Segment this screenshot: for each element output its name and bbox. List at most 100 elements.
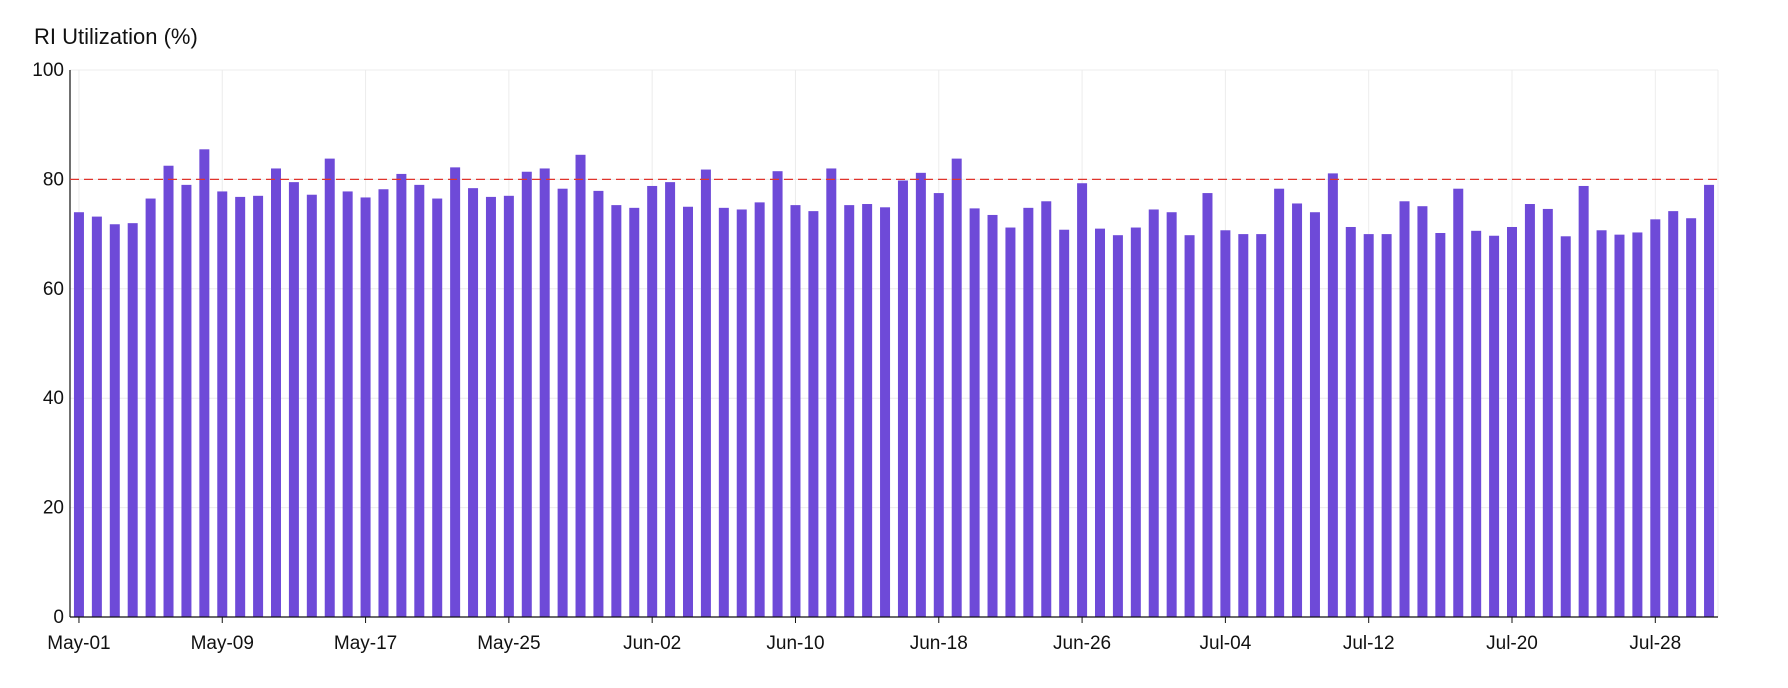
bar xyxy=(450,167,461,617)
y-tick-label: 60 xyxy=(43,279,64,300)
bar xyxy=(1238,234,1249,617)
bar xyxy=(683,206,693,617)
bar xyxy=(1453,188,1464,617)
y-tick-label: 40 xyxy=(43,388,64,409)
bar xyxy=(235,196,246,618)
x-tick-label: Jul-20 xyxy=(1486,633,1538,654)
bar xyxy=(73,212,84,617)
bar xyxy=(1578,185,1589,618)
x-tick-label: Jun-02 xyxy=(623,633,681,654)
bar xyxy=(253,195,264,617)
bar xyxy=(700,169,711,617)
bar xyxy=(1345,226,1356,617)
bar xyxy=(217,191,228,617)
bar xyxy=(1023,207,1034,617)
bar xyxy=(1095,228,1105,617)
bar xyxy=(1381,234,1392,617)
bar xyxy=(1471,230,1482,617)
bar xyxy=(1614,234,1625,617)
bar xyxy=(1686,218,1697,617)
bar xyxy=(378,189,389,617)
bar xyxy=(1560,236,1571,617)
y-tick-label: 80 xyxy=(43,169,64,190)
bar xyxy=(468,188,479,618)
bar xyxy=(647,185,658,618)
x-tick-label: May-17 xyxy=(334,633,397,654)
bar xyxy=(1059,229,1070,617)
bar xyxy=(1256,234,1267,617)
bar xyxy=(145,198,156,618)
chart-title: RI Utilization (%) xyxy=(34,24,198,49)
bar xyxy=(485,196,496,618)
bar xyxy=(611,205,622,617)
bar xyxy=(1507,226,1517,617)
bar xyxy=(1005,227,1016,617)
x-tick-label: Jun-26 xyxy=(1053,633,1111,654)
bar xyxy=(1668,211,1679,617)
bar xyxy=(790,205,801,617)
bar xyxy=(915,172,926,617)
bar xyxy=(933,193,944,617)
bar xyxy=(665,182,676,617)
bar xyxy=(1148,209,1159,618)
bar xyxy=(1704,184,1715,617)
bar xyxy=(288,182,299,617)
bar xyxy=(503,195,514,617)
bar xyxy=(539,168,550,617)
bar xyxy=(521,171,532,617)
bar xyxy=(1327,173,1338,617)
bar xyxy=(432,198,443,618)
x-tick-label: Jul-28 xyxy=(1629,633,1681,654)
bar xyxy=(754,202,765,617)
x-tick-label: Jul-12 xyxy=(1343,633,1395,654)
bar xyxy=(844,205,855,617)
y-tick-label: 20 xyxy=(43,498,64,519)
bar xyxy=(127,223,138,617)
x-tick-label: May-01 xyxy=(47,633,110,654)
bar xyxy=(271,168,281,617)
bar xyxy=(880,207,891,617)
bar xyxy=(181,184,192,617)
bar xyxy=(951,158,962,617)
bar xyxy=(1166,212,1177,617)
x-tick-label: Jul-04 xyxy=(1200,633,1252,654)
bar xyxy=(396,173,407,617)
x-tick-label: Jun-18 xyxy=(910,633,968,654)
bar xyxy=(1524,204,1535,617)
x-tick-label: May-25 xyxy=(477,633,540,654)
bar xyxy=(1130,227,1141,617)
bar xyxy=(575,154,586,617)
bar xyxy=(1077,183,1088,617)
bar xyxy=(163,165,174,617)
y-tick-label: 100 xyxy=(32,60,64,81)
bar xyxy=(199,149,210,617)
bar xyxy=(718,207,729,617)
bar xyxy=(1274,188,1285,617)
bar xyxy=(1542,208,1553,618)
y-tick-label: 0 xyxy=(53,607,64,628)
bar xyxy=(1220,230,1231,617)
bar xyxy=(1417,206,1428,617)
bar xyxy=(414,184,425,617)
bar xyxy=(1632,232,1643,618)
bar xyxy=(897,180,908,617)
bar xyxy=(1112,235,1123,617)
bar xyxy=(1309,212,1320,617)
bar xyxy=(1184,235,1195,617)
bar xyxy=(1041,201,1052,617)
bar xyxy=(808,211,819,617)
bar xyxy=(772,171,783,617)
bar xyxy=(109,224,120,617)
bar xyxy=(360,197,371,618)
x-tick-label: Jun-10 xyxy=(766,633,824,654)
bar xyxy=(862,204,873,617)
bar xyxy=(629,207,640,617)
bar xyxy=(1650,219,1661,617)
bar xyxy=(1292,203,1303,617)
bar xyxy=(1399,201,1410,617)
x-tick-label: May-09 xyxy=(191,633,254,654)
bar xyxy=(826,168,837,617)
bar xyxy=(1489,235,1500,617)
